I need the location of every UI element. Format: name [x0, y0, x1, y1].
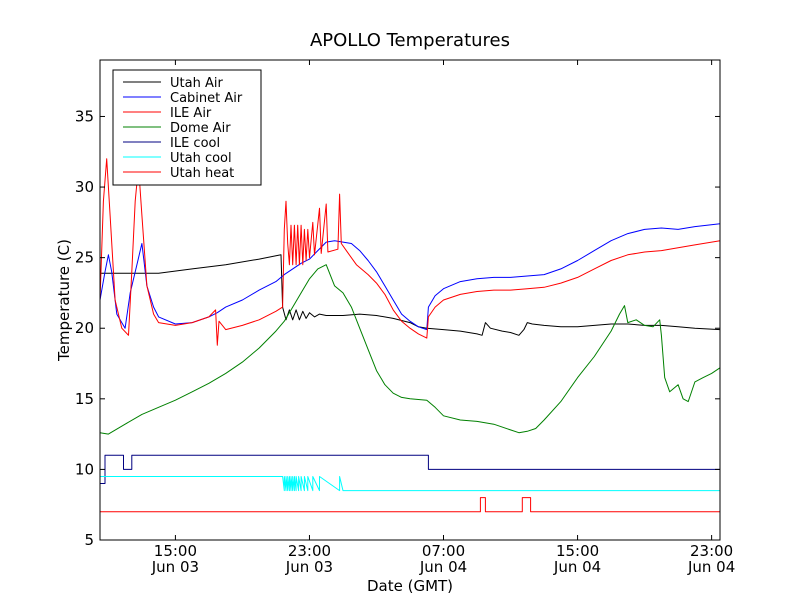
legend-label: ILE Air: [170, 106, 212, 121]
x-tick-label-time: 23:00: [690, 542, 733, 560]
x-axis-label: Date (GMT): [367, 577, 453, 595]
series-line-utah-air: [100, 254, 721, 336]
series-line-ile-air: [99, 158, 721, 346]
legend-label: Utah Air: [170, 76, 223, 91]
y-tick-label: 5: [84, 531, 94, 549]
x-tick-label-time: 15:00: [154, 542, 197, 560]
plot-frame: [99, 59, 721, 541]
series-line-utah-heat: [100, 497, 720, 513]
legend-label: Utah cool: [170, 151, 232, 166]
x-tick-label-time: 23:00: [288, 542, 331, 560]
y-tick-label: 20: [75, 319, 94, 337]
series-line-ile-cool: [100, 454, 720, 484]
x-tick-label-date: Jun 04: [553, 558, 601, 576]
legend-label: Utah heat: [170, 166, 234, 181]
y-tick-label: 15: [75, 390, 94, 408]
y-tick-label: 30: [75, 178, 94, 196]
x-tick-label-time: 15:00: [556, 542, 599, 560]
y-tick-label: 25: [75, 249, 94, 267]
legend-label: Dome Air: [170, 121, 231, 136]
x-tick-label-date: Jun 03: [285, 558, 333, 576]
x-tick-label-date: Jun 03: [151, 558, 199, 576]
plot-lines: [99, 158, 721, 513]
y-axis: 5 10 15 20 25 30 35: [75, 107, 720, 549]
legend-label: Cabinet Air: [170, 91, 243, 106]
series-line-cabinet-air: [99, 223, 721, 331]
x-tick-label-time: 07:00: [422, 542, 465, 560]
y-tick-label: 10: [75, 460, 94, 478]
y-tick-label: 35: [75, 107, 94, 125]
series-line-utah-cool: [100, 476, 720, 492]
x-tick-label-date: Jun 04: [419, 558, 467, 576]
chart-title: APOLLO Temperatures: [310, 30, 510, 51]
x-tick-label-date: Jun 04: [687, 558, 735, 576]
legend-label: ILE cool: [170, 136, 220, 151]
series-line-dome-air: [99, 264, 721, 435]
y-axis-label: Temperature (C): [55, 239, 73, 362]
